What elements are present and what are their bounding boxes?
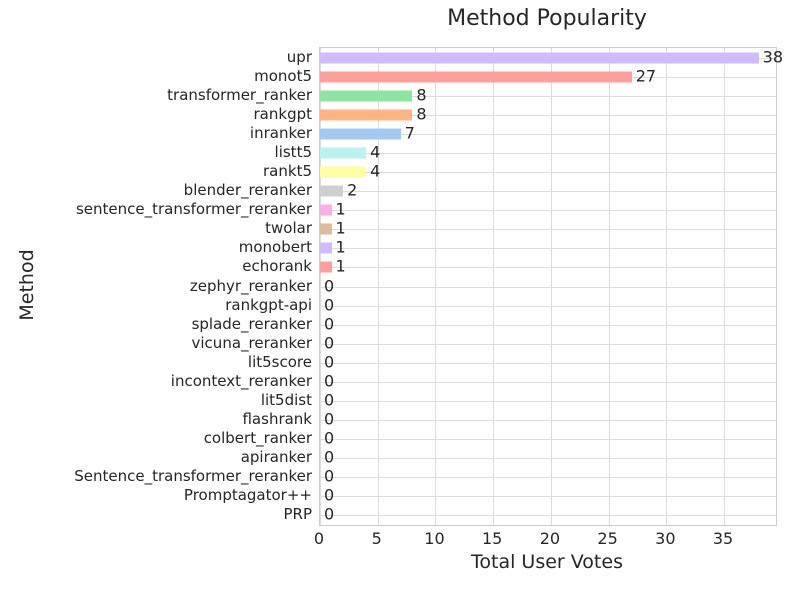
plot-area: 38 27 8 8 7 4 4 2 1 1 1 1 0 0 0 0 0 0 0 0 0 0 0 0 0	[319, 47, 783, 526]
y-tick-label: apiranker	[240, 448, 312, 467]
y-tick-label: transformer_ranker	[167, 85, 312, 104]
x-tick-label: 0	[313, 529, 325, 548]
value-label: 7	[404, 123, 415, 143]
y-tick-label: blender_reranker	[183, 181, 312, 200]
y-tick-label: incontext_reranker	[170, 371, 312, 390]
y-tick-label: splade_reranker	[191, 314, 312, 333]
bar	[320, 71, 632, 83]
y-tick-label: flashrank	[242, 410, 312, 429]
y-tick-label: sentence_transformer_reranker	[75, 200, 312, 219]
gridline-horizontal	[320, 343, 776, 345]
gridline-horizontal	[320, 95, 776, 97]
gridline-horizontal	[320, 133, 776, 135]
value-label: 1	[335, 218, 346, 238]
y-tick-label: rankgpt-api	[225, 295, 312, 314]
gridline-horizontal	[320, 305, 776, 307]
gridline-horizontal	[320, 324, 776, 326]
value-label: 4	[370, 142, 381, 162]
value-label: 0	[324, 295, 335, 315]
gridline-horizontal	[320, 267, 776, 269]
value-label: 0	[324, 428, 335, 448]
gridline-horizontal	[320, 439, 776, 441]
bar	[320, 90, 413, 102]
bar	[320, 128, 401, 140]
y-tick-label: rankgpt	[253, 104, 312, 123]
gridline-horizontal	[320, 152, 776, 154]
y-tick-label: lit5score	[247, 352, 312, 371]
y-tick-label: PRP	[283, 505, 312, 524]
y-tick-label: twolar	[265, 219, 312, 238]
bar	[320, 204, 332, 216]
gridline-horizontal	[320, 191, 776, 193]
value-label: 1	[335, 257, 346, 277]
gridline-horizontal	[320, 477, 776, 479]
value-label: 0	[324, 371, 335, 391]
chart-title: Method Popularity	[447, 6, 647, 31]
value-label: 8	[416, 104, 427, 124]
y-tick-label: lit5dist	[260, 390, 312, 409]
x-tick-label: 5	[371, 529, 382, 548]
x-axis-label: Total User Votes	[471, 551, 623, 573]
value-label: 0	[324, 333, 335, 353]
x-tick-label: 15	[481, 529, 503, 548]
gridline-horizontal	[320, 114, 776, 116]
value-label: 38	[762, 47, 784, 67]
value-label: 0	[324, 390, 335, 410]
value-label: 8	[416, 85, 427, 105]
y-tick-label: listt5	[274, 142, 312, 161]
gridline-horizontal	[320, 362, 776, 364]
value-label: 0	[324, 276, 335, 296]
y-tick-label: monobert	[238, 238, 312, 257]
y-tick-label: echorank	[242, 257, 312, 276]
gridline-horizontal	[320, 400, 776, 402]
gridline-horizontal	[320, 172, 776, 174]
gridline-horizontal	[320, 210, 776, 212]
gridline-horizontal	[320, 515, 776, 517]
y-tick-label: Promptagator++	[183, 486, 312, 505]
gridline-horizontal	[320, 420, 776, 422]
bar	[320, 109, 413, 121]
gridline-horizontal	[320, 458, 776, 460]
y-tick-label: colbert_ranker	[203, 429, 312, 448]
bar	[320, 185, 344, 197]
value-label: 2	[347, 180, 358, 200]
y-tick-label: monot5	[254, 66, 312, 85]
x-tick-label: 30	[655, 529, 676, 548]
gridline-horizontal	[320, 248, 776, 250]
gridline-horizontal	[320, 381, 776, 383]
x-tick-label: 25	[597, 529, 618, 548]
y-tick-label: Sentence_transformer_reranker	[74, 467, 312, 486]
value-label: 0	[324, 314, 335, 334]
bar	[320, 223, 332, 235]
y-tick-label: rankt5	[263, 162, 312, 181]
value-label: 0	[324, 505, 335, 525]
gridline-horizontal	[320, 229, 776, 231]
bar	[320, 52, 759, 64]
value-label: 0	[324, 409, 335, 429]
gridline-horizontal	[320, 496, 776, 498]
bar	[320, 147, 367, 159]
bar	[320, 261, 332, 273]
value-label: 1	[335, 199, 346, 219]
x-tick-label: 10	[424, 529, 445, 548]
value-label: 0	[324, 447, 335, 467]
value-label: 27	[635, 66, 657, 86]
bar	[320, 242, 332, 254]
x-tick-label: 20	[539, 529, 561, 548]
value-label: 1	[335, 238, 346, 258]
y-tick-label: vicuna_reranker	[191, 333, 312, 352]
y-tick-label: upr	[286, 47, 312, 66]
value-label: 0	[324, 466, 335, 486]
x-tick-label: 35	[712, 529, 734, 548]
value-label: 4	[370, 161, 381, 181]
value-label: 0	[324, 486, 335, 506]
gridline-horizontal	[320, 286, 776, 288]
y-axis-label: Method	[16, 249, 38, 321]
y-tick-label: zephyr_reranker	[189, 276, 312, 295]
y-tick-label: inranker	[249, 123, 312, 142]
bar	[320, 166, 367, 178]
value-label: 0	[324, 352, 335, 372]
